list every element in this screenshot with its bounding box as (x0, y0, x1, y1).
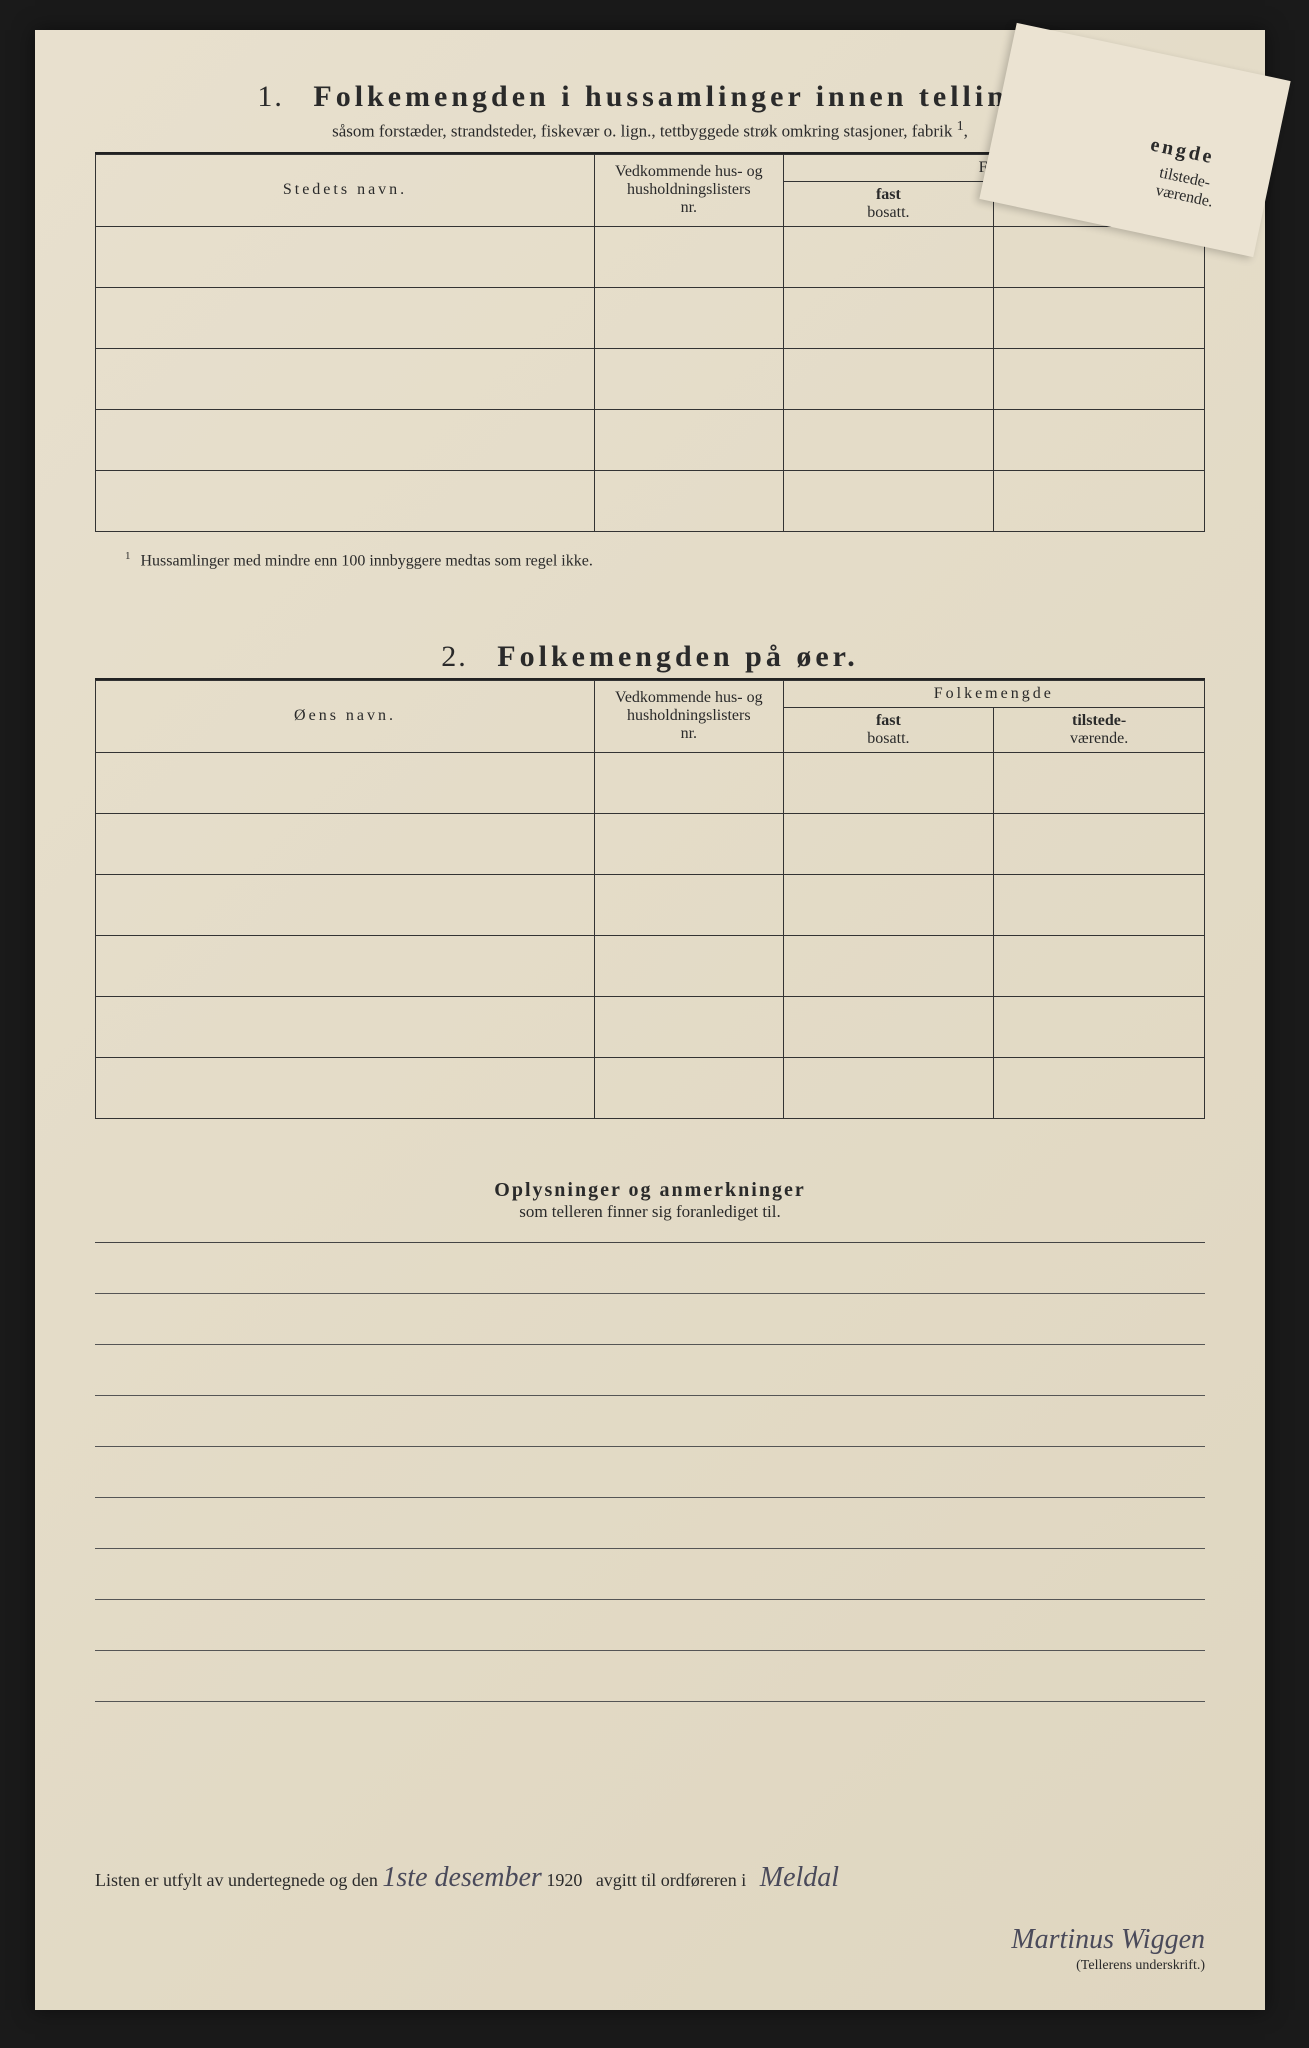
table-row (96, 409, 1205, 470)
nr2-l1: Vedkommende hus- og (615, 689, 763, 706)
fast-l2: bosatt. (867, 204, 909, 221)
col-fast-1: fast bosatt. (783, 181, 994, 226)
sig-middle: avgitt til ordføreren i (596, 1870, 746, 1890)
sig-place: Meldal (760, 1862, 839, 1893)
section2-title: 2. Folkemengden på øer. (95, 640, 1205, 674)
section2: 2. Folkemengden på øer. Øens navn. Vedko… (95, 640, 1205, 1119)
table-row (96, 874, 1205, 935)
notes-section: Oplysninger og anmerkninger som telleren… (95, 1179, 1205, 1702)
section2-title-text: Folkemengden på øer. (497, 640, 858, 673)
notes-line (95, 1345, 1205, 1396)
notes-line (95, 1447, 1205, 1498)
notes-line (95, 1243, 1205, 1294)
table-row (96, 287, 1205, 348)
nr-l3: nr. (681, 199, 697, 216)
table-row (96, 996, 1205, 1057)
section1-subtitle-text: såsom forstæder, strandsteder, fiskevær … (332, 122, 952, 141)
col-oens-navn: Øens navn. (96, 680, 595, 752)
col-vedkommende: Vedkommende hus- og husholdningslisters … (595, 154, 784, 226)
nr2-l2: husholdningslisters (627, 707, 751, 724)
notes-line (95, 1549, 1205, 1600)
notes-subtitle: som telleren finner sig foranlediget til… (95, 1202, 1205, 1222)
signature-area: Listen er utfylt av undertegnede og den … (95, 1862, 1205, 1974)
section2-number: 2. (441, 640, 468, 673)
table-row (96, 752, 1205, 813)
section1-sup: 1 (957, 118, 964, 134)
notes-line (95, 1294, 1205, 1345)
table-row (96, 348, 1205, 409)
sig-name: Martinus Wiggen (1011, 1924, 1205, 1955)
section1-title-text: Folkemengden i hussamlinger innen tellin… (313, 80, 1042, 113)
table-row (96, 470, 1205, 531)
col-folkemengde-2: Folkemengde (783, 680, 1204, 707)
table-row (96, 935, 1205, 996)
notes-line (95, 1498, 1205, 1549)
footnote-text: Hussamlinger med mindre enn 100 innbygge… (141, 552, 593, 569)
table-row (96, 813, 1205, 874)
sig-prefix: Listen er utfylt av undertegnede og den (95, 1870, 378, 1890)
sig-date: 1ste desember (382, 1862, 541, 1893)
table-row (96, 1057, 1205, 1118)
notes-title: Oplysninger og anmerkninger (95, 1179, 1205, 1202)
fast2-l1: fast (876, 712, 901, 729)
nr-l2: husholdningslisters (627, 181, 751, 198)
footnote-sup: 1 (125, 550, 131, 562)
col-tilstede-2: tilstede- værende. (994, 707, 1205, 752)
nr2-l3: nr. (681, 725, 697, 742)
sig-year: 1920 (546, 1870, 582, 1890)
table-row (96, 226, 1205, 287)
notes-line (95, 1651, 1205, 1702)
notes-line (95, 1396, 1205, 1447)
tilst-l2: værende. (1070, 730, 1128, 747)
tilst-l1: tilstede- (1072, 712, 1126, 729)
col-fast-2: fast bosatt. (783, 707, 994, 752)
nr-l1: Vedkommende hus- og (615, 163, 763, 180)
fast2-l2: bosatt. (867, 730, 909, 747)
section2-table: Øens navn. Vedkommende hus- og husholdni… (95, 680, 1205, 1119)
col-stedets-navn: Stedets navn. (96, 154, 595, 226)
col-vedkommende-2: Vedkommende hus- og husholdningslisters … (595, 680, 784, 752)
notes-lines (95, 1242, 1205, 1702)
section1-footnote: 1 Hussamlinger med mindre enn 100 innbyg… (125, 550, 1205, 570)
section1-number: 1. (257, 80, 284, 113)
document-page: engde tilstede- værende. 1. Folkemengden… (35, 30, 1265, 2010)
sig-label: (Tellerens underskrift.) (95, 1958, 1205, 1974)
notes-line (95, 1600, 1205, 1651)
fast-l1: fast (876, 186, 901, 203)
